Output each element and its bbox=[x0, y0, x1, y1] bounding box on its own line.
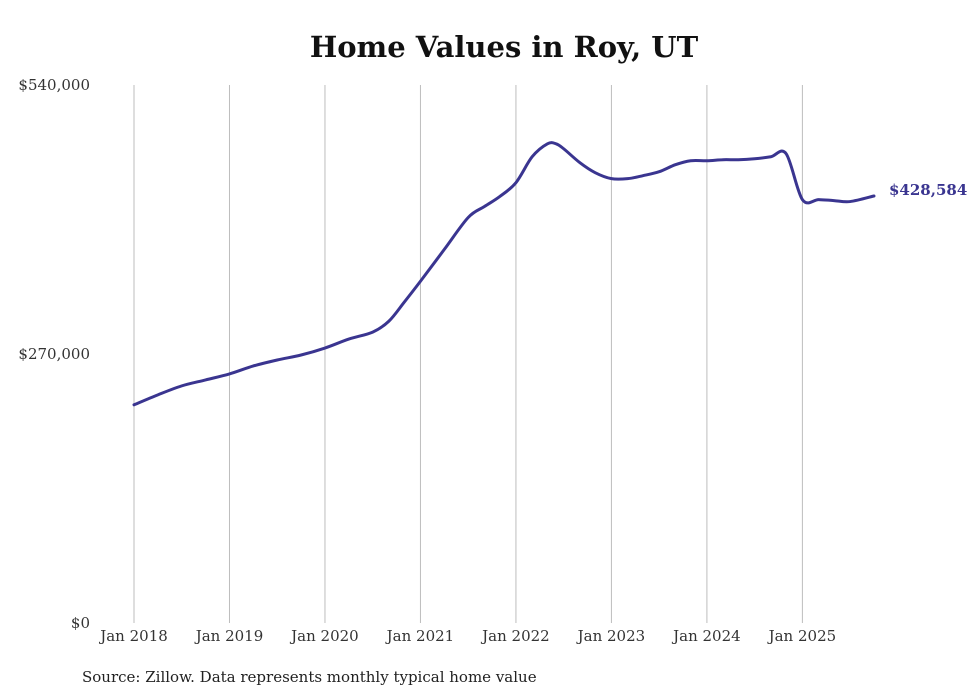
series-line bbox=[132, 141, 876, 407]
x-tick-label: Jan 2019 bbox=[194, 627, 264, 645]
y-tick-label: $540,000 bbox=[18, 76, 90, 94]
chart-title: Home Values in Roy, UT bbox=[309, 30, 699, 64]
y-tick-label: $270,000 bbox=[18, 345, 90, 363]
x-tick-label: Jan 2022 bbox=[480, 627, 550, 645]
x-tick-label: Jan 2020 bbox=[289, 627, 359, 645]
end-value-label: $428,584 bbox=[889, 181, 967, 199]
grid-layer bbox=[133, 85, 803, 623]
x-tick-label: Jan 2018 bbox=[98, 627, 168, 645]
source-note: Source: Zillow. Data represents monthly … bbox=[82, 668, 537, 686]
x-tick-label: Jan 2021 bbox=[385, 627, 455, 645]
y-tick-label: $0 bbox=[71, 614, 90, 632]
series-layer: $428,584 bbox=[132, 141, 967, 407]
x-tick-label: Jan 2025 bbox=[767, 627, 837, 645]
x-tick-label: Jan 2024 bbox=[671, 627, 741, 645]
x-tick-label: Jan 2023 bbox=[576, 627, 646, 645]
axis-layer: Jan 2018 Jan 2019 Jan 2020 Jan 2021 Jan 2022… bbox=[18, 76, 836, 645]
